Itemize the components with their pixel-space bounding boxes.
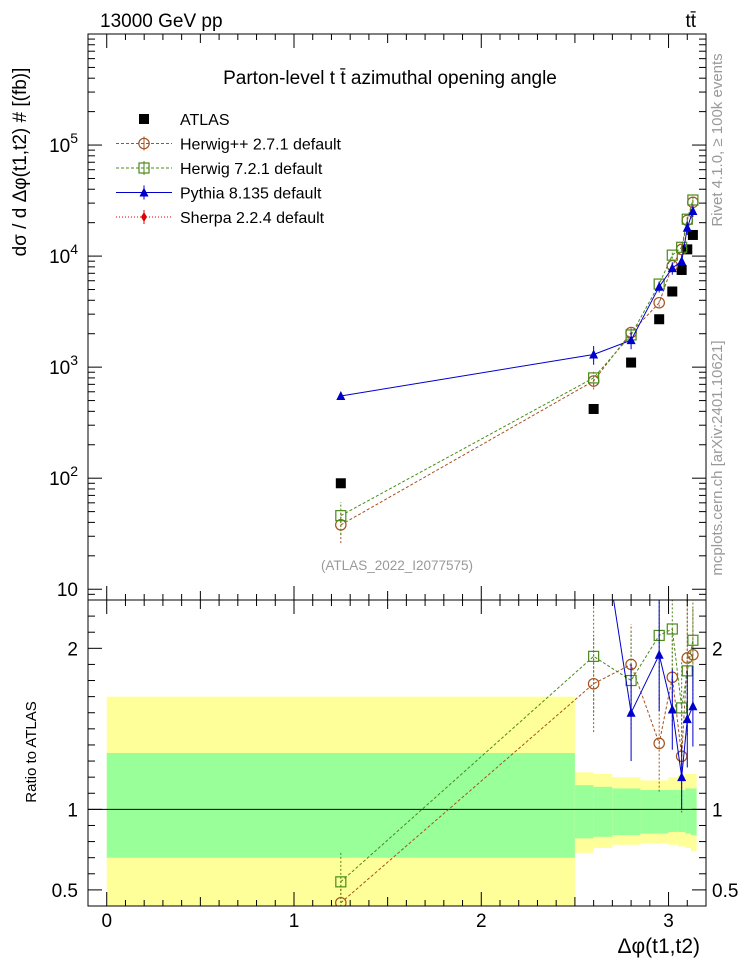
herwig7-point [588,372,600,384]
ratio-herwigpp-point [653,737,665,750]
ratio-y-tick-label: 1 [67,800,78,821]
atlas-point [687,229,698,240]
pythia-point [336,390,346,400]
herwigpp-series [335,196,699,544]
y-tick-label: 102 [49,463,78,490]
atlas-point [588,403,599,414]
herwig7-point [335,510,347,522]
legend-marker [138,137,150,150]
ratio-herwigpp-point [587,677,600,690]
legend-entry: Sherpa 2.2.4 default [116,210,325,227]
legend: ATLAS Herwig++ 2.7.1 default Herwig 7.2.1 … [116,112,342,227]
uncertainty-band-inner [691,788,697,836]
atlas-series [335,229,698,489]
uncertainty-band-inner [106,753,575,858]
process-label: tt̄ [685,11,696,32]
ratio-pythia-point [682,714,692,724]
y-tick-label: 105 [49,130,78,157]
legend-label: ATLAS [180,112,230,129]
herwig7-point [676,241,688,253]
pythia-point [667,263,677,273]
y-tick-label: 104 [49,241,78,268]
herwigpp-point [653,296,665,309]
y-tick-label: 103 [49,352,78,379]
ratio-herwigpp-line [340,654,694,904]
herwig7-point [666,249,678,261]
y-tick-label: 10 [57,580,78,601]
x-tick-label: 1 [289,911,300,932]
ratio-herwig7-point [676,702,688,714]
ratio-panel: 0.5 0.5 1 1 2 2 0 1 2 3 Ratio to ATLAS [23,466,738,932]
y-axis-label: dσ / d Δφ(t1,t2) # [(fb)] [10,68,31,257]
ratio-herwig7-point [687,634,699,646]
atlas-point [676,264,687,275]
legend-entry: ATLAS [139,112,230,129]
legend-entry: Herwig++ 2.7.1 default [116,136,342,154]
pythia-point [682,222,692,232]
ratio-pythia-series [589,466,698,810]
atlas-point [626,357,637,368]
rivet-label: Rivet 4.1.0, ≥ 100k events [709,53,726,226]
ratio-pythia-line [613,600,694,778]
uncertainty-band-inner [640,790,669,834]
atlas-point [667,286,678,297]
ratio-y-tick-label-right: 1 [712,800,723,821]
legend-label: Pythia 8.135 default [180,186,322,203]
mcplots-label: mcplots.cern.ch [arXiv:2401.10621] [709,340,726,575]
energy-label: 13000 GeV pp [100,11,223,32]
herwigpp-line [340,202,694,526]
x-axis-label: Δφ(t1,t2) [618,935,701,958]
ratio-y-tick-label-right: 0.5 [712,881,738,902]
atlas-point [654,314,665,325]
ratio-y-tick-label-right: 2 [712,639,723,660]
ratio-y-tick-label: 0.5 [52,881,78,902]
legend-marker [139,187,149,197]
legend-label: Herwig++ 2.7.1 default [180,137,342,154]
chart-title: Parton-level t t̄ azimuthal opening angl… [223,68,557,89]
legend-entry: Herwig 7.2.1 default [116,161,323,178]
legend-label: Sherpa 2.2.4 default [180,210,325,227]
pythia-point [688,205,698,215]
herwig7-point [687,194,699,206]
legend-marker [138,162,150,174]
ratio-axis-label: Ratio to ATLAS [23,701,40,802]
ratio-herwig7-line [340,628,694,883]
pythia-point [677,256,687,266]
ratio-pythia-point [589,466,598,475]
atlas-point [335,478,346,489]
legend-entry: Pythia 8.135 default [116,185,322,203]
pythia-series [336,205,698,400]
pythia-point [589,349,599,359]
uncertainty-band-inner [685,788,692,834]
ratio-herwig7-point [666,623,678,635]
uncertainty-band-inner [593,786,613,837]
herwig7-series [335,194,699,535]
ratio-pythia-point [667,704,677,714]
pythia-point [626,335,636,345]
x-tick-label: 0 [101,911,112,932]
ratio-pythia-point [654,649,664,659]
uncertainty-band-inner [612,788,641,836]
legend-marker [139,114,149,124]
ratio-pythia-point [626,707,636,717]
pythia-point [654,281,664,291]
ratio-y-tick-label: 2 [67,639,78,660]
herwig7-line [340,199,694,517]
ratio-herwig7-point [335,876,347,888]
main-panel: 10 102 103 104 105 Parton-level t t̄ azimuth… [10,33,707,601]
uncertainty-band-inner [668,790,678,832]
x-tick-label: 2 [476,911,487,932]
analysis-watermark: (ATLAS_2022_I2077575) [321,558,473,573]
ratio-pythia-point [677,772,687,782]
uncertainty-band-inner [574,785,594,839]
legend-label: Herwig 7.2.1 default [180,161,323,178]
ratio-frame [87,599,707,907]
legend-marker [141,212,147,222]
ratio-pythia-point [688,701,698,711]
pythia-line [340,210,694,397]
ratio-herwig7-point [588,650,600,662]
x-tick-label: 3 [663,911,674,932]
